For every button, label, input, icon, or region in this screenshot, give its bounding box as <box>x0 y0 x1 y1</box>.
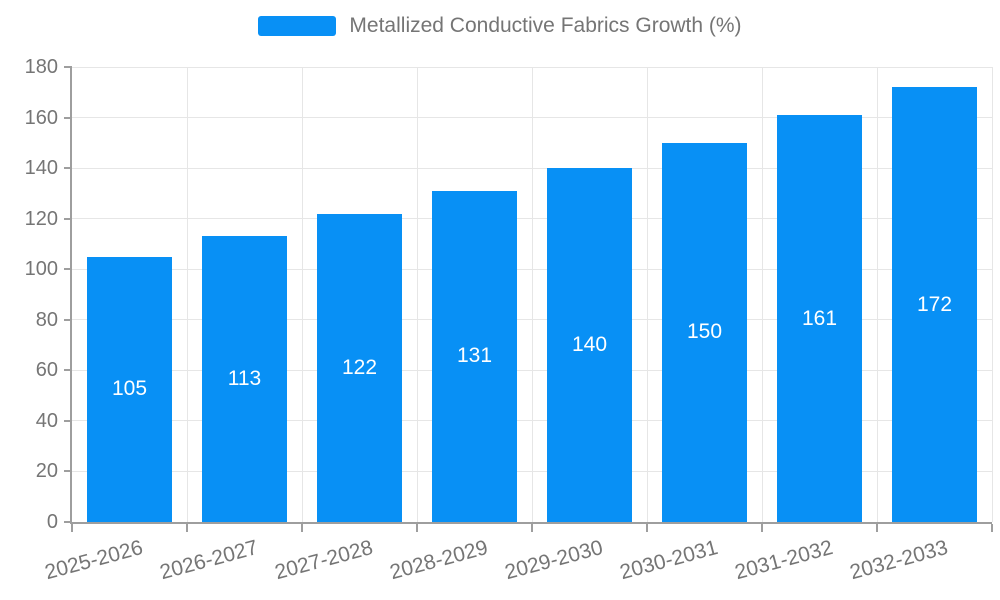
y-axis-tick <box>64 116 72 119</box>
x-axis-tick <box>531 524 533 532</box>
x-axis-tick <box>186 524 188 532</box>
y-axis-tick <box>64 369 72 372</box>
y-axis-tick-label: 100 <box>24 258 58 281</box>
x-axis-tick <box>71 524 73 532</box>
x-axis-category-label: 2031-2032 <box>732 536 836 585</box>
y-axis-tick-label: 60 <box>35 359 58 382</box>
y-axis-tick <box>64 318 72 321</box>
x-axis-tick <box>761 524 763 532</box>
y-axis-tick <box>64 167 72 170</box>
y-axis-line <box>70 67 72 524</box>
bar[interactable]: 113 <box>202 236 287 522</box>
x-axis-tick <box>991 524 993 532</box>
y-axis-tick <box>64 521 72 523</box>
y-axis-tick <box>64 66 72 68</box>
y-axis-tick-label: 120 <box>24 207 58 230</box>
x-axis-category-label: 2029-2030 <box>502 536 606 585</box>
bar-value-label: 105 <box>111 377 148 401</box>
bar[interactable]: 150 <box>662 142 747 522</box>
y-axis-tick <box>64 217 72 220</box>
bar-value-label: 131 <box>456 344 493 368</box>
y-axis-tick-label: 0 <box>46 511 58 533</box>
y-axis-tick <box>64 470 72 473</box>
y-axis-tick <box>64 268 72 271</box>
bar[interactable]: 105 <box>87 256 172 522</box>
y-axis-tick-label: 20 <box>35 460 58 483</box>
x-axis-category-label: 2027-2028 <box>272 536 376 585</box>
x-gridline <box>646 67 648 522</box>
x-axis-tick <box>646 524 648 532</box>
x-axis-category-label: 2030-2031 <box>617 536 721 585</box>
x-gridline <box>876 67 878 522</box>
y-axis-tick-label: 140 <box>24 157 58 180</box>
x-axis-category-label: 2028-2029 <box>387 536 491 585</box>
x-gridline <box>301 67 303 522</box>
legend-label[interactable]: Metallized Conductive Fabrics Growth (%) <box>349 14 742 37</box>
x-gridline <box>186 67 188 522</box>
x-gridline <box>531 67 533 522</box>
y-axis-tick-label: 80 <box>35 308 58 331</box>
x-axis-tick <box>876 524 878 532</box>
legend: Metallized Conductive Fabrics Growth (%) <box>0 14 1000 38</box>
bar[interactable]: 161 <box>777 115 862 522</box>
x-axis-line <box>70 522 992 524</box>
bar[interactable]: 131 <box>432 190 517 522</box>
bar-value-label: 122 <box>341 355 378 379</box>
y-axis-tick-label: 40 <box>35 409 58 432</box>
legend-swatch-icon[interactable] <box>258 16 337 36</box>
bar-value-label: 150 <box>686 320 723 344</box>
x-gridline <box>991 67 993 522</box>
bar[interactable]: 172 <box>892 87 977 522</box>
y-axis-tick-label: 160 <box>24 106 58 129</box>
bar-value-label: 113 <box>227 367 262 391</box>
bar-value-label: 172 <box>916 292 953 316</box>
bar-value-label: 161 <box>801 306 838 330</box>
x-axis-tick <box>416 524 418 532</box>
x-axis-tick <box>301 524 303 532</box>
bar[interactable]: 140 <box>547 168 632 522</box>
x-axis-category-label: 2025-2026 <box>42 536 146 585</box>
x-gridline <box>416 67 418 522</box>
bar-value-label: 140 <box>571 333 608 357</box>
x-axis-category-label: 2032-2033 <box>847 536 951 585</box>
x-axis-category-label: 2026-2027 <box>157 536 261 585</box>
x-gridline <box>761 67 763 522</box>
bar[interactable]: 122 <box>317 213 402 522</box>
y-axis-tick <box>64 419 72 422</box>
y-axis-tick-label: 180 <box>24 56 58 78</box>
